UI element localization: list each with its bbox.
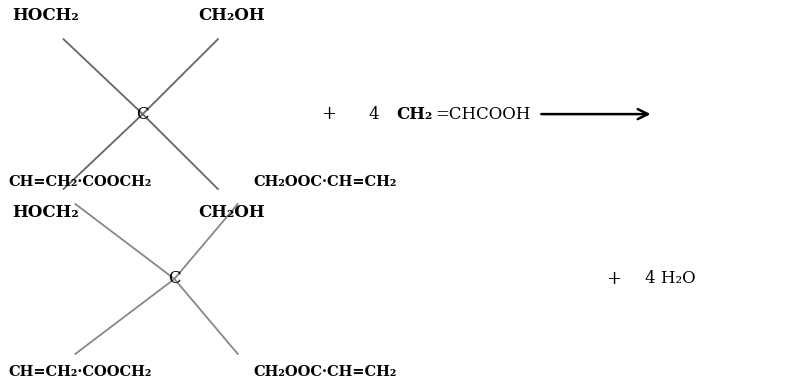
Text: +: + (606, 270, 622, 288)
Text: C: C (168, 270, 181, 288)
Text: 4 H₂O: 4 H₂O (646, 270, 696, 288)
Text: =CHCOOH: =CHCOOH (436, 106, 531, 123)
Text: HOCH₂: HOCH₂ (12, 7, 78, 24)
Text: CH=CH₂·COOCH₂: CH=CH₂·COOCH₂ (8, 365, 151, 379)
Text: CH₂OH: CH₂OH (198, 204, 265, 221)
Text: CH=CH₂·COOCH₂: CH=CH₂·COOCH₂ (8, 175, 151, 189)
Text: 4: 4 (368, 106, 379, 123)
Text: CH₂OH: CH₂OH (198, 7, 265, 24)
Text: CH₂: CH₂ (396, 106, 432, 123)
Text: C: C (136, 106, 149, 123)
Text: +: + (322, 105, 336, 123)
Text: HOCH₂: HOCH₂ (12, 204, 78, 221)
Text: CH₂OOC·CH=CH₂: CH₂OOC·CH=CH₂ (254, 365, 397, 379)
Text: CH₂OOC·CH=CH₂: CH₂OOC·CH=CH₂ (254, 175, 397, 189)
